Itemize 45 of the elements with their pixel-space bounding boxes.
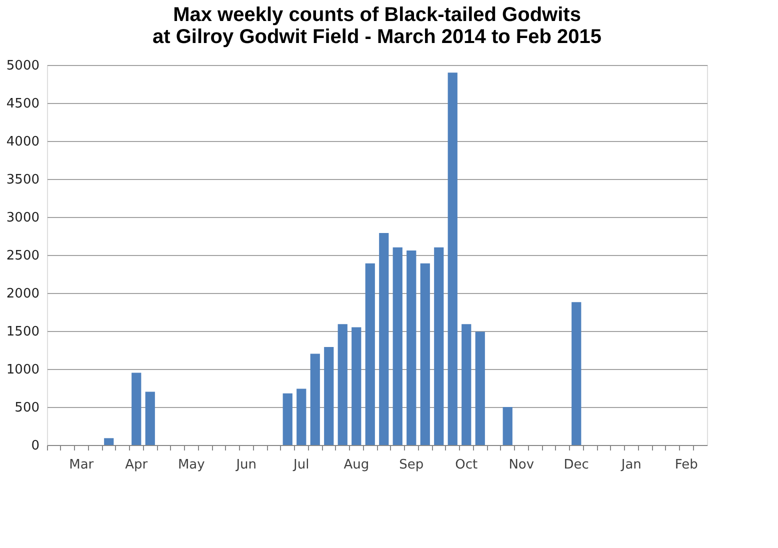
x-tick-label: May: [178, 458, 206, 472]
y-tick-label: 1500: [6, 324, 40, 340]
y-tick-label: 500: [14, 400, 40, 416]
y-tick-label: 1000: [6, 362, 40, 378]
x-tick-label: Jul: [292, 458, 310, 472]
x-tick-label: Jun: [235, 458, 257, 472]
text: at Gilroy Godwit Field - March 2014 to Feb 2015: [152, 26, 602, 48]
text: Max weekly counts of Black-tailed Godwits: [173, 4, 581, 26]
x-tick-label: Oct: [455, 458, 478, 472]
y-tick-label: 2500: [6, 248, 40, 264]
bar: [145, 392, 155, 445]
x-tick-label: Aug: [344, 458, 370, 472]
bar: [475, 332, 485, 445]
x-tick-label: Jan: [620, 458, 642, 472]
bar: [282, 393, 292, 445]
bar: [406, 250, 416, 445]
y-tick-label: 0: [31, 438, 40, 454]
x-tick-label: Apr: [125, 458, 148, 472]
bar: [420, 263, 430, 445]
bar: [434, 247, 444, 445]
bar: [104, 438, 114, 445]
x-tick-label: Dec: [564, 458, 589, 472]
y-tick-label: 4000: [6, 134, 40, 150]
y-tick-label: 3000: [6, 210, 40, 226]
bar: [324, 346, 334, 445]
bar: [379, 232, 389, 445]
bar: [352, 327, 362, 445]
x-tick-label: Nov: [508, 458, 534, 472]
bar: [448, 72, 458, 445]
bar: [365, 263, 375, 445]
bar: [296, 388, 306, 445]
bar: [132, 372, 142, 445]
bar: [310, 354, 320, 445]
x-tick-label: Sep: [399, 458, 424, 472]
y-tick-label: 4500: [6, 96, 40, 112]
y-tick-label: 2000: [6, 286, 40, 302]
bar: [392, 247, 402, 445]
x-tick-label: Mar: [69, 458, 94, 472]
y-tick-label: 3500: [6, 172, 40, 188]
bar: [338, 324, 348, 445]
y-tick-label: 5000: [6, 58, 40, 74]
bar: [572, 302, 582, 445]
bar: [502, 407, 512, 445]
bar: [462, 324, 472, 445]
x-tick-label: Feb: [674, 458, 698, 472]
